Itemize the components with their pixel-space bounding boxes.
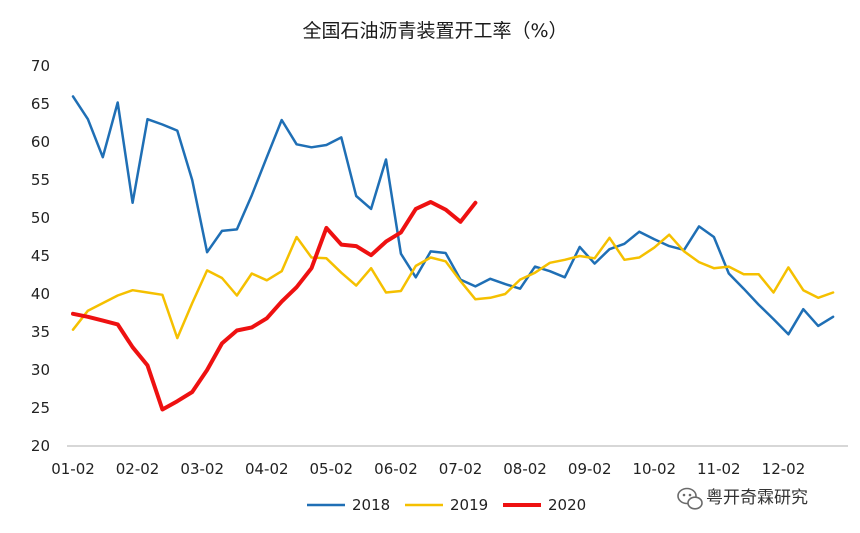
x-tick-label: 02-02 — [116, 460, 160, 478]
x-axis: 01-02 02-02 03-02 04-02 05-02 06-02 07-02 08-02… — [51, 460, 805, 478]
x-tick-label: 12-02 — [762, 460, 806, 478]
legend: 2018 2019 2020 — [307, 496, 586, 514]
chart-title: 全国石油沥青装置开工率（%） — [302, 20, 567, 42]
legend-label-2018: 2018 — [352, 496, 390, 514]
x-tick-label: 03-02 — [180, 460, 224, 478]
y-tick-label: 20 — [31, 437, 50, 455]
series-line-2019 — [71, 233, 835, 340]
y-tick-label: 70 — [31, 57, 50, 75]
series-line-2018 — [71, 95, 835, 336]
y-tick-label: 30 — [31, 361, 50, 379]
plot-area — [71, 95, 835, 412]
y-tick-label: 45 — [31, 247, 50, 265]
y-tick-label: 65 — [31, 95, 50, 113]
x-tick-label: 06-02 — [374, 460, 418, 478]
y-tick-label: 40 — [31, 285, 50, 303]
y-tick-label: 55 — [31, 171, 50, 189]
x-tick-label: 01-02 — [51, 460, 95, 478]
legend-label-2020: 2020 — [548, 496, 586, 514]
legend-label-2019: 2019 — [450, 496, 488, 514]
x-tick-label: 08-02 — [503, 460, 547, 478]
y-tick-label: 60 — [31, 133, 50, 151]
x-tick-label: 07-02 — [439, 460, 483, 478]
series-line-2020 — [71, 200, 478, 412]
y-tick-label: 50 — [31, 209, 50, 227]
y-tick-label: 35 — [31, 323, 50, 341]
x-tick-label: 09-02 — [568, 460, 612, 478]
wechat-icon — [677, 487, 703, 510]
x-tick-label: 04-02 — [245, 460, 289, 478]
watermark-text: 粤开奇霖研究 — [706, 488, 808, 508]
y-axis: 20 25 30 35 40 45 50 55 60 65 70 — [31, 57, 50, 455]
x-tick-label: 11-02 — [697, 460, 741, 478]
x-tick-label: 05-02 — [309, 460, 353, 478]
x-tick-label: 10-02 — [632, 460, 676, 478]
y-tick-label: 25 — [31, 399, 50, 417]
watermark: 粤开奇霖研究 — [677, 487, 808, 510]
